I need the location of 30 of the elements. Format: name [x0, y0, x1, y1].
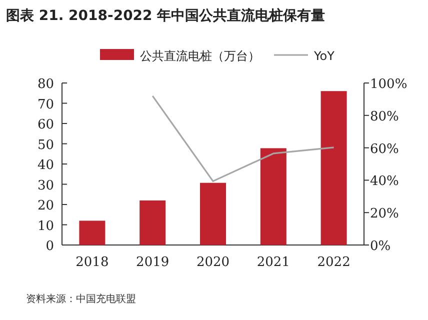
- y2-tick-label: 60%: [370, 142, 399, 157]
- bar: [79, 220, 106, 245]
- legend-label: YoY: [313, 49, 336, 63]
- bar: [320, 91, 347, 245]
- y2-tick-label: 100%: [370, 77, 408, 92]
- chart-title: 图表 21. 2018-2022 年中国公共直流电桩保有量: [6, 7, 326, 24]
- bar: [260, 148, 286, 245]
- y-tick-label: 10: [37, 218, 54, 234]
- x-tick-label: 2019: [136, 255, 170, 270]
- y-tick-label: 30: [37, 178, 54, 194]
- x-tick-label: 2022: [317, 255, 350, 270]
- y-tick-label: 50: [37, 138, 54, 153]
- y2-tick-label: 80%: [370, 109, 399, 124]
- legend-label: 公共直流电桩（万台）: [140, 49, 260, 63]
- text: 资料来源：中国充电联盟: [26, 293, 136, 305]
- y-tick-label: 60: [37, 118, 54, 132]
- y2-tick-label: 20%: [370, 206, 399, 222]
- line-series: [152, 95, 335, 182]
- y-tick-label: 80: [37, 77, 54, 92]
- x-tick-label: 2021: [256, 255, 290, 270]
- x-tick-label: 2018: [76, 255, 109, 270]
- y-tick-label: 0: [46, 239, 54, 254]
- y2-tick-label: 40%: [370, 174, 399, 190]
- y-tick-label: 20: [37, 198, 54, 214]
- bar: [140, 200, 166, 245]
- y-tick-label: 70: [37, 97, 54, 112]
- y-tick-label: 40: [37, 158, 54, 173]
- x-tick-label: 2020: [196, 255, 230, 270]
- y2-tick-label: 0%: [370, 239, 391, 254]
- bar: [200, 182, 226, 245]
